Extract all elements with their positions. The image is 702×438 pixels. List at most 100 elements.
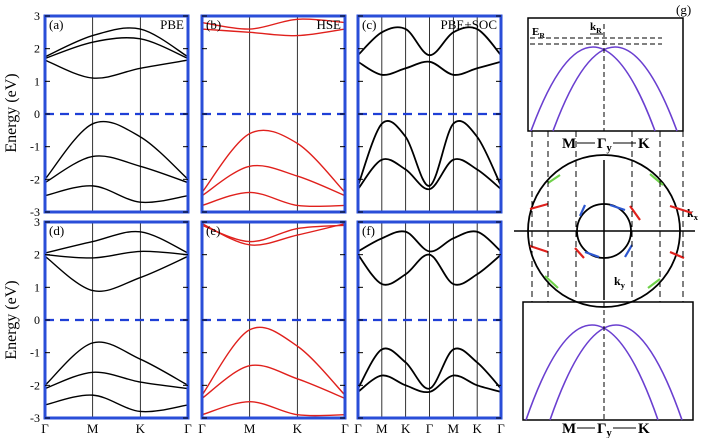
- ylabel-bottom: Energy (eV): [3, 280, 20, 359]
- rashba-branch-right: [552, 46, 678, 132]
- band-a-3: [45, 120, 188, 180]
- band-d-1: [45, 250, 188, 259]
- panel-a: 3 2 1 0 -1 -2 -3 (a) PBE: [30, 9, 190, 219]
- band-b-1: [202, 28, 345, 37]
- ytick-label: 1: [34, 280, 40, 294]
- kpath-label: Γ: [497, 421, 505, 436]
- panel-d: 3 2 1 0 -1 -2 -3 (d) Γ M K Γ: [30, 215, 192, 436]
- panel-label: (c): [362, 17, 376, 32]
- bottom-m-label: M: [562, 421, 576, 437]
- kr-label: kR: [590, 21, 602, 35]
- bottom-box: [522, 301, 694, 421]
- band-a-5: [45, 185, 188, 204]
- ky-label: ky: [614, 274, 626, 290]
- band-a-2: [45, 59, 188, 79]
- method-label: PBE: [160, 17, 184, 32]
- kpath-label: Γ: [41, 421, 49, 436]
- ytick-label: -3: [30, 205, 40, 219]
- split-branch-right: [549, 324, 683, 421]
- band-e-4: [202, 400, 345, 417]
- band-e-1: [202, 224, 345, 243]
- ring-k-label: K: [638, 136, 650, 152]
- band-d-4: [45, 371, 188, 390]
- ytick-label: 3: [34, 215, 40, 229]
- rashba-branch-left: [530, 46, 656, 132]
- kpath-label: Γ: [198, 421, 206, 436]
- band-a-4: [45, 155, 188, 184]
- panel-label: (g): [676, 2, 691, 17]
- ylabel-top: Energy (eV): [3, 73, 20, 152]
- band-b-2: [202, 129, 345, 193]
- band-d-0: [45, 230, 188, 254]
- ytick-label: 2: [34, 248, 40, 262]
- kpath-label: Γ: [426, 421, 434, 436]
- kx-label: kx: [687, 206, 699, 222]
- kpath-label: M: [376, 421, 388, 436]
- bands: [202, 18, 345, 208]
- kpath-label: K: [293, 421, 303, 436]
- spin-arrow: [669, 204, 693, 215]
- band-b-4: [202, 191, 345, 208]
- band-e-2: [202, 326, 345, 396]
- spin-arrow: [578, 204, 587, 217]
- kpath-label: K: [401, 421, 411, 436]
- er-label: ER: [532, 26, 545, 40]
- ytick-label: -2: [30, 378, 40, 392]
- spin-arrow: [574, 247, 585, 259]
- spin-arrow: [584, 250, 600, 259]
- bottom-k-label: K: [638, 421, 650, 437]
- panel-e: (e) Γ M K Γ: [198, 220, 349, 436]
- band-f-2: [358, 347, 501, 390]
- bottom-gamma-label: Γy: [597, 421, 613, 438]
- kpath-label: Γ: [354, 421, 362, 436]
- band-c-1: [358, 60, 501, 76]
- ytick-label: -1: [30, 140, 40, 154]
- spin-arrow: [669, 250, 685, 260]
- panel-b: (b) HSE: [200, 14, 347, 214]
- method-label: PBE+SOC: [441, 17, 497, 32]
- ytick-label: 0: [34, 107, 40, 121]
- bands: [358, 26, 501, 191]
- band-a-1: [45, 37, 188, 60]
- panel-label: (a): [49, 17, 63, 32]
- band-b-3: [202, 164, 345, 197]
- band-e-3: [202, 364, 345, 400]
- kpath-label: M: [244, 421, 256, 436]
- panel-label: (e): [206, 223, 220, 238]
- bands: [358, 230, 501, 394]
- spin-arrow: [609, 203, 626, 212]
- kpath-label: M: [87, 421, 99, 436]
- kpath-label: M: [448, 421, 460, 436]
- panel-label: (f): [362, 223, 375, 238]
- ytick-label: 2: [34, 42, 40, 56]
- spin-arrow: [529, 202, 549, 211]
- spin-arrow: [529, 244, 549, 254]
- ytick-label: 1: [34, 74, 40, 88]
- panel-label: (b): [206, 17, 221, 32]
- ytick-label: 0: [34, 313, 40, 327]
- spin-arrow: [629, 205, 641, 221]
- ring-m-label: M: [562, 136, 576, 152]
- bands: [202, 222, 345, 417]
- top-box: [527, 17, 684, 132]
- spin-arrow: [647, 278, 661, 289]
- band-c-2: [358, 120, 501, 187]
- ytick-label: -2: [30, 172, 40, 186]
- spin-arrow: [624, 244, 633, 258]
- band-c-3: [358, 158, 501, 191]
- band-f-0: [358, 230, 501, 253]
- ytick-label: 3: [34, 9, 40, 23]
- panel-f: (f)Γ M K Γ M K Γ: [354, 220, 505, 436]
- rashba-schematic: (g) ER kR kx ky M Γy K M Γy K: [514, 2, 699, 438]
- band-d-2: [45, 255, 188, 292]
- band-d-3: [45, 341, 188, 386]
- split-branch-left: [525, 324, 659, 421]
- spin-arrow: [544, 275, 559, 289]
- kpath-label: K: [472, 421, 482, 436]
- band-b-0: [202, 18, 345, 30]
- band-f-3: [358, 374, 501, 394]
- band-c-0: [358, 26, 501, 57]
- bands: [45, 230, 188, 413]
- panel-c: (c) PBE+SOC: [356, 14, 503, 214]
- spin-arrow: [649, 173, 664, 186]
